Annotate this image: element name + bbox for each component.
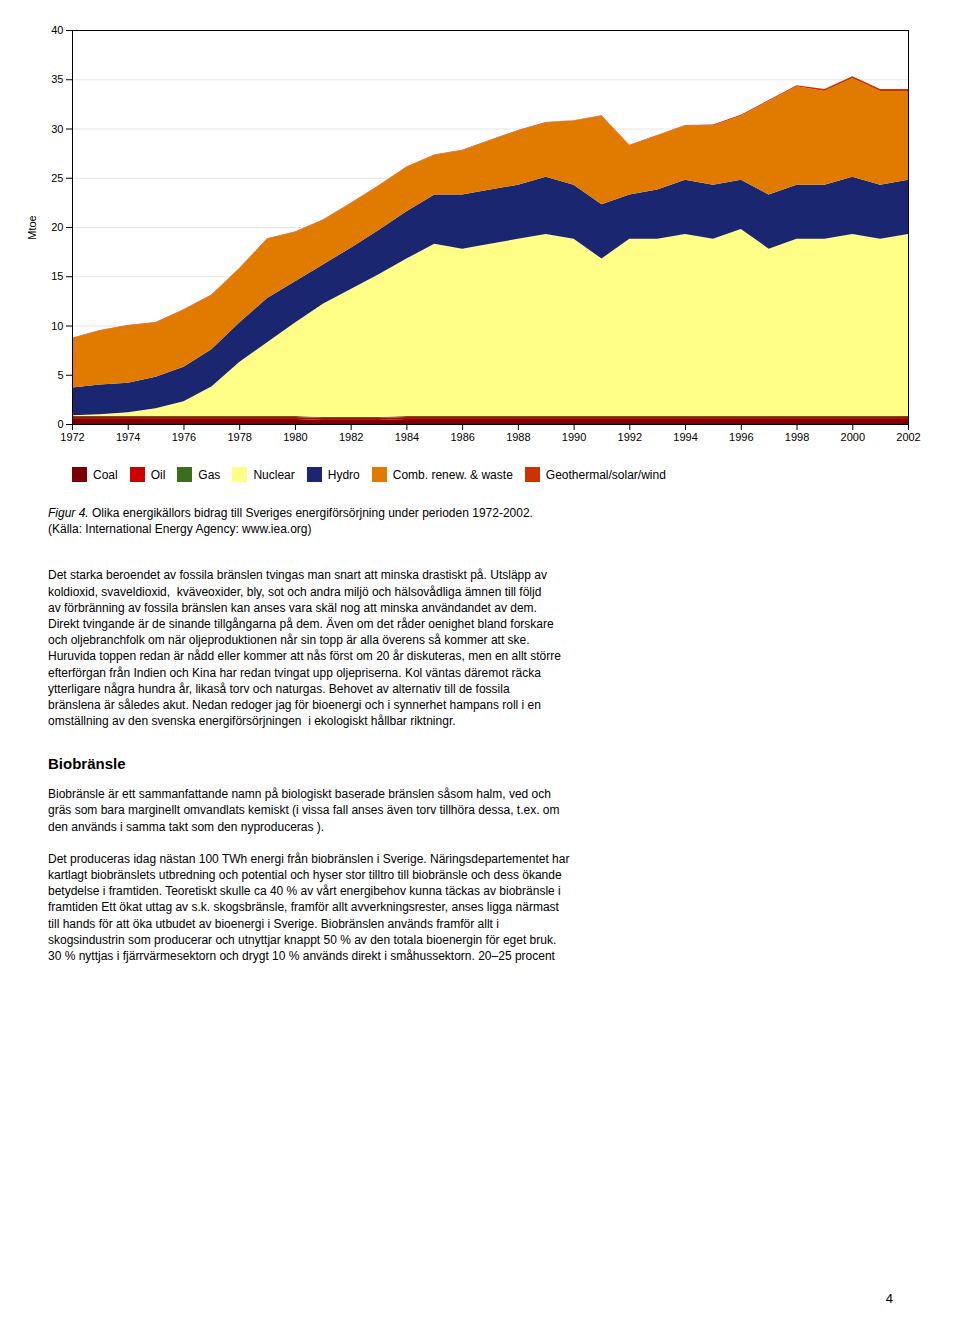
html-text:Figur 4. Olika energikällors b: Figur 4. Olika energikällors bidrag till… <box>48 506 533 520</box>
svg-text:25: 25 <box>51 172 63 184</box>
html-text:Comb. renew. & waste: Comb. renew. & waste <box>392 467 513 482</box>
svg-text:35: 35 <box>51 73 63 85</box>
html-text:Det produceras idag nästan 100: Det produceras idag nästan 100 TWh energ… <box>48 851 570 963</box>
svg-text:1988: 1988 <box>506 431 530 443</box>
svg-text:1976: 1976 <box>172 431 196 443</box>
svg-text:5: 5 <box>57 369 63 381</box>
svg-text:1982: 1982 <box>339 431 363 443</box>
svg-text:0: 0 <box>57 418 63 430</box>
html-text:(Källa: International Energy A: (Källa: International Energy Agency: www… <box>48 522 312 537</box>
svg-text:2002: 2002 <box>896 431 920 443</box>
svg-text:1972: 1972 <box>60 431 84 443</box>
html-text:Biobränsle är ett sammanfattan: Biobränsle är ett sammanfattande namn på… <box>48 787 560 834</box>
svg-text:1986: 1986 <box>450 431 474 443</box>
svg-text:1992: 1992 <box>618 431 642 443</box>
html-text:Hydro: Hydro <box>327 467 360 482</box>
svg-text:10: 10 <box>51 320 63 332</box>
html-text:Oil: Oil <box>150 467 166 482</box>
html-text:Nuclear: Nuclear <box>253 467 295 482</box>
html-text:Det starka beroendet av fossil: Det starka beroendet av fossila bränslen… <box>48 568 561 729</box>
svg-text:1998: 1998 <box>785 431 809 443</box>
svg-text:20: 20 <box>51 221 63 233</box>
html-text:4: 4 <box>885 1291 893 1306</box>
html-text:Geothermal/solar/wind: Geothermal/solar/wind <box>545 467 666 482</box>
svg-text:1980: 1980 <box>283 431 307 443</box>
svg-text:1994: 1994 <box>673 431 697 443</box>
html-text:Gas: Gas <box>198 467 221 482</box>
html-text:Coal: Coal <box>93 467 118 482</box>
svg-text:1974: 1974 <box>116 431 140 443</box>
svg-text:15: 15 <box>51 270 63 282</box>
svg-text:1990: 1990 <box>562 431 586 443</box>
svg-text:1984: 1984 <box>395 431 419 443</box>
svg-text:1978: 1978 <box>227 431 251 443</box>
svg-text:40: 40 <box>51 24 63 36</box>
html-text:Biobränsle: Biobränsle <box>48 755 126 773</box>
svg-text:1996: 1996 <box>729 431 753 443</box>
svg-text:30: 30 <box>51 123 63 135</box>
svg-text:Mtoe: Mtoe <box>26 215 38 239</box>
svg-text:2000: 2000 <box>841 431 865 443</box>
